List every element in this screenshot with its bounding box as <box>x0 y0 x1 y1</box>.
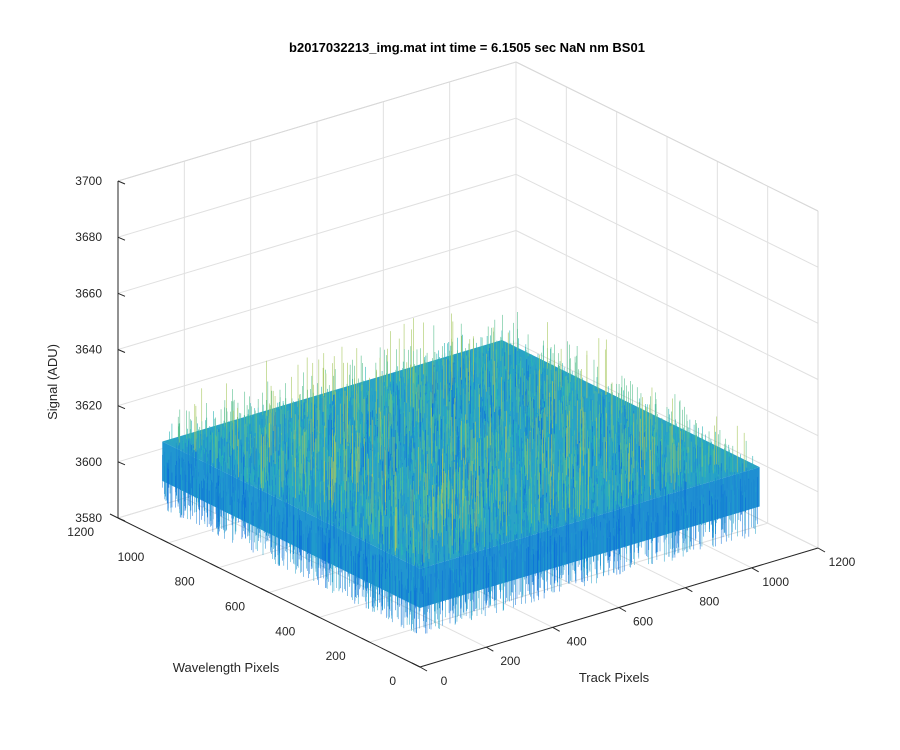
surface-plot <box>162 311 760 634</box>
back-wall-grid-line-z <box>117 286 517 407</box>
back-wall-grid-line-z <box>117 117 517 238</box>
side-wall-grid-line-z <box>515 230 819 380</box>
box-edge <box>515 61 819 212</box>
back-wall-grid-line-z <box>117 173 517 294</box>
box-edge <box>117 61 517 182</box>
side-wall-grid-line-z <box>515 286 819 437</box>
floor-grid-line-y <box>369 522 768 643</box>
back-wall-grid-line-z <box>117 230 517 350</box>
side-wall-grid-line-z <box>515 173 819 324</box>
side-wall-grid-line-z <box>515 117 819 268</box>
